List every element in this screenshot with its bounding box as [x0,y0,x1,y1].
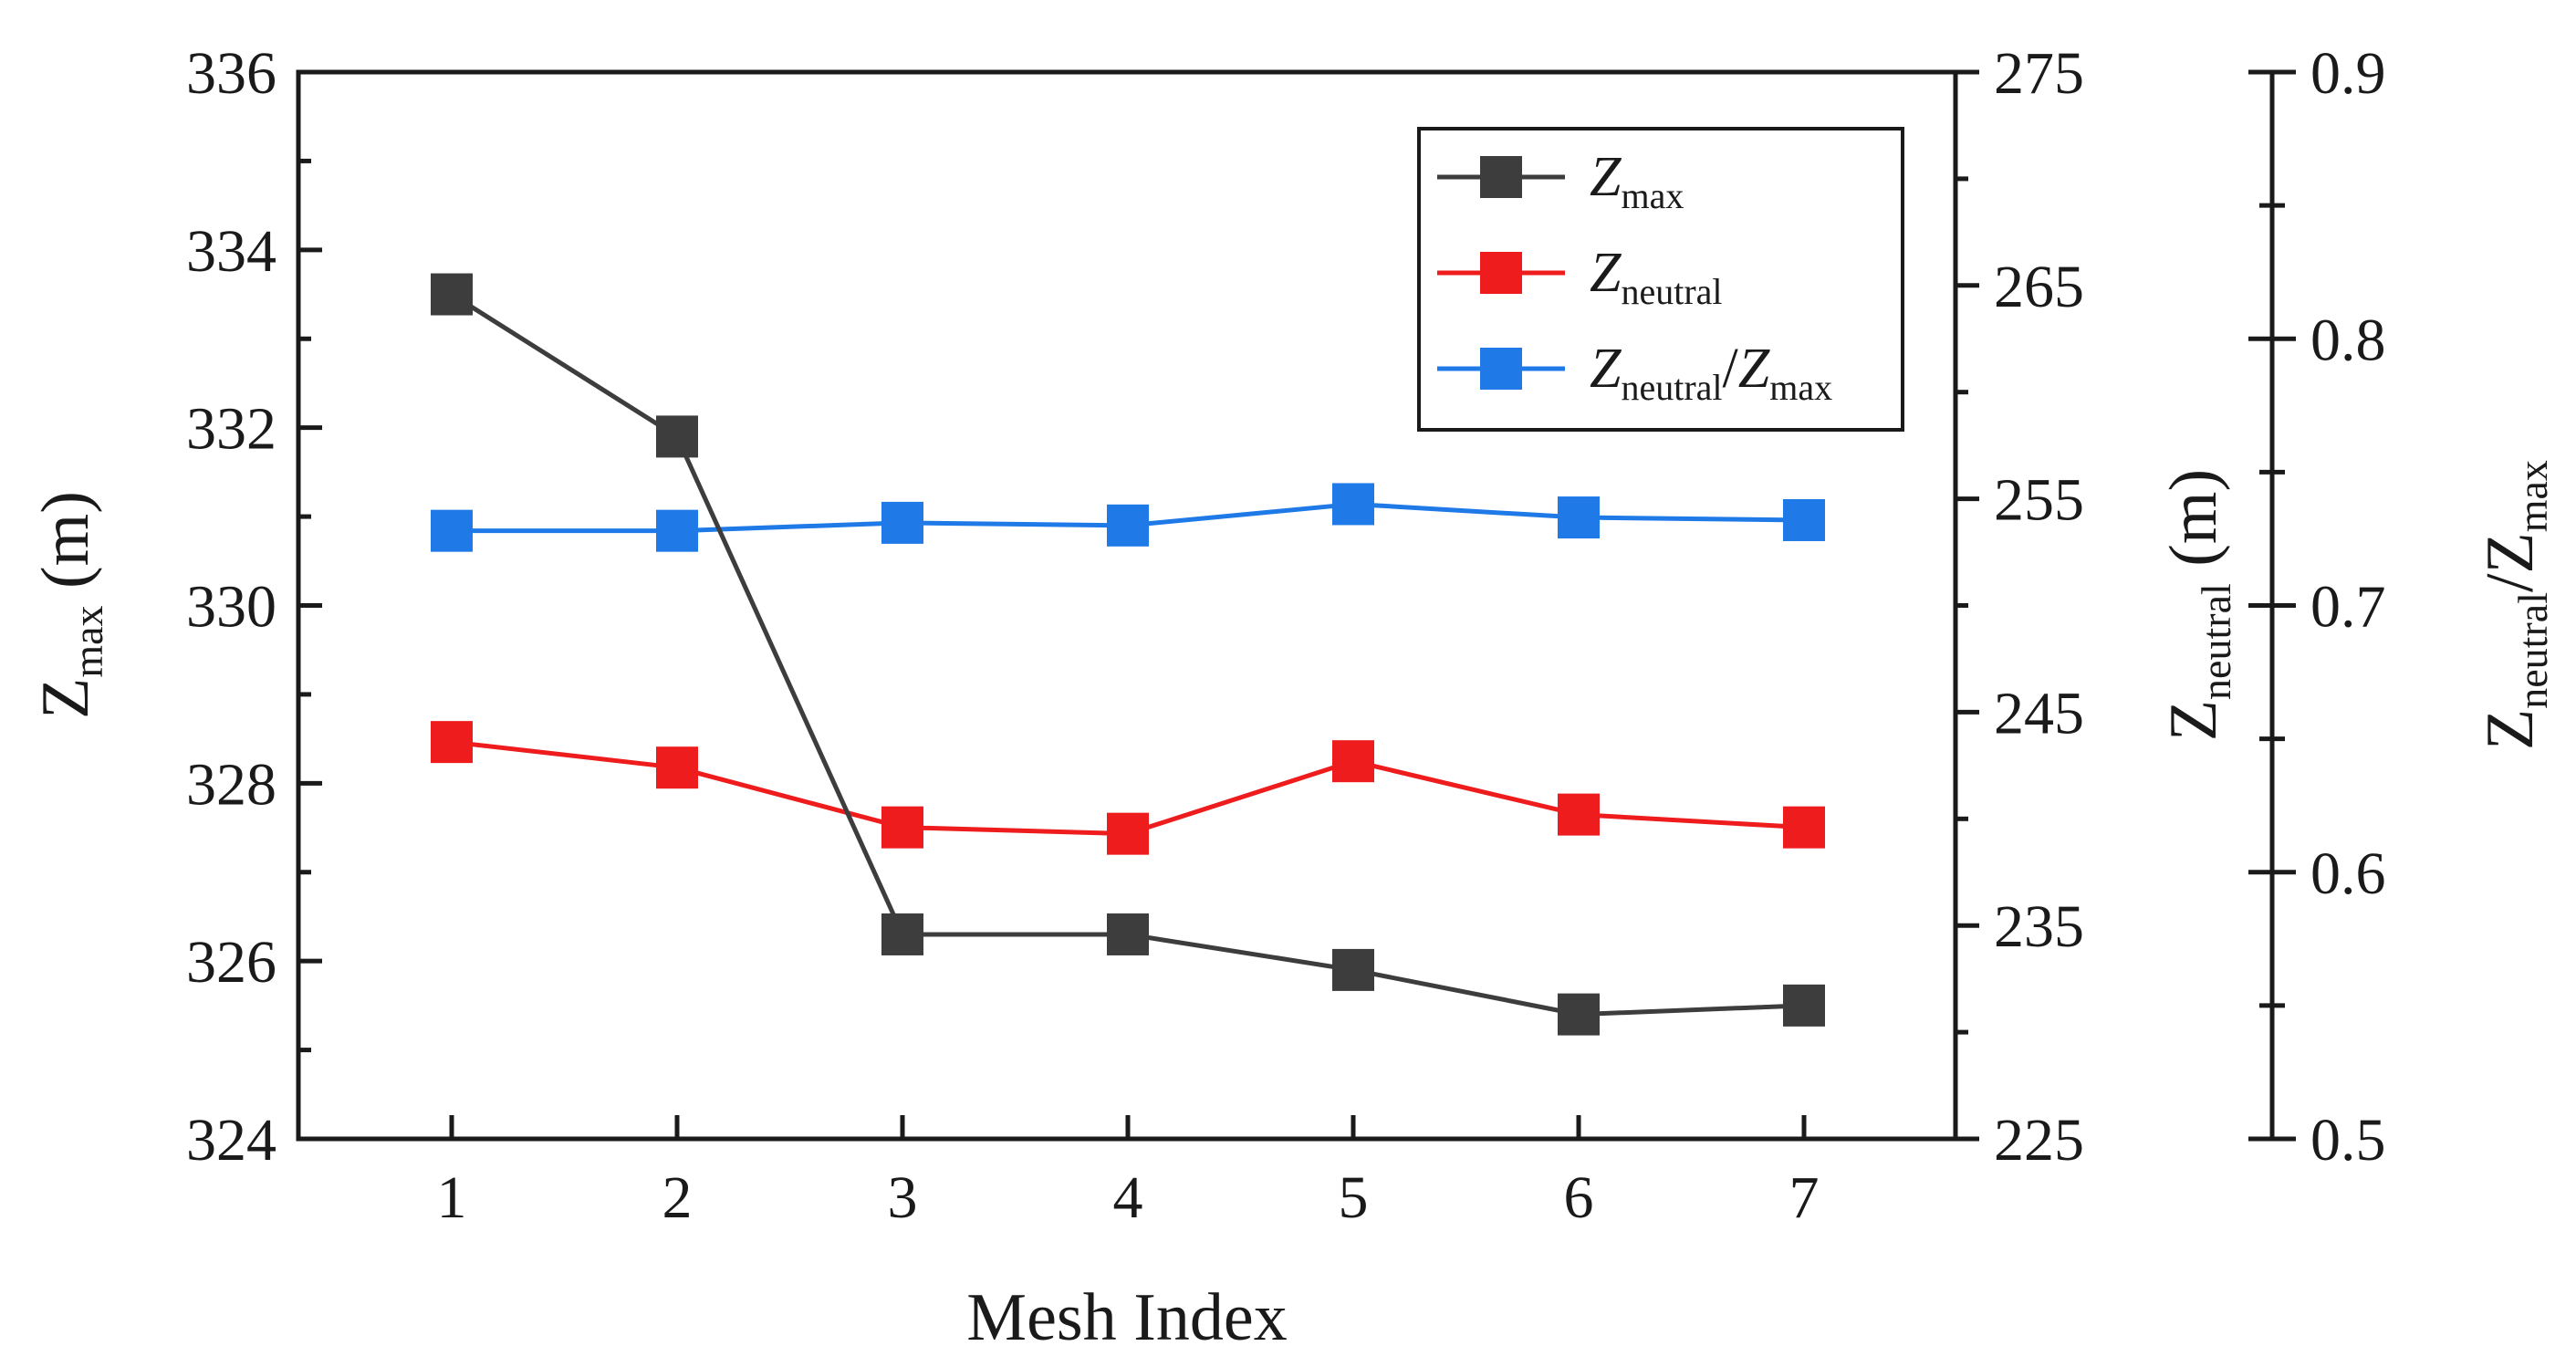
left-tick-label: 334 [186,218,276,285]
right2-axis-title-slash: / [2473,573,2548,592]
data-point-zmax [431,273,473,316]
data-point-zneutral-zmax [1332,483,1374,526]
right2-tick-label: 0.8 [2310,307,2386,373]
legend-item-ratio: Zneutral/Zmax [1437,338,1832,408]
x-tick-label: 5 [1339,1164,1369,1231]
right2-tick-label: 0.5 [2310,1107,2386,1174]
data-point-zmax [1558,993,1600,1036]
svg-text:Zmax: Zmax [1590,146,1684,216]
right2-axis-title-main1: Z [2473,709,2548,750]
svg-text:Zneutral: Zneutral [1590,242,1723,312]
legend-label-zmax-main: Z [1590,146,1622,208]
legend-marker-zmax [1480,156,1522,198]
data-point-zneutral [1558,793,1600,836]
series-layer [431,273,1825,1036]
right1-tick-label: 265 [1994,254,2084,320]
right2-axis: 0.5 0.6 0.7 0.8 0.9 [2248,40,2386,1174]
legend-label-ratio-main2: Z [1738,338,1770,400]
svg-text:Zneutral/Zmax: Zneutral/Zmax [1590,338,1832,408]
x-tick-label: 2 [662,1164,693,1231]
legend-label-ratio-slash: / [1723,338,1739,400]
x-tick-label: 7 [1789,1164,1820,1231]
svg-text:Zmax (m): Zmax (m) [28,491,111,719]
x-tick-label: 1 [437,1164,467,1231]
right1-axis-title-sub: neutral [2193,583,2239,700]
svg-text:Zneutral/Zmax: Zneutral/Zmax [2473,460,2556,750]
left-tick-label: 326 [186,929,276,996]
left-axis-title-unit: (m) [28,491,103,605]
right1-tick-label: 225 [1994,1107,2084,1174]
legend-label-zmax-sub: max [1621,175,1684,216]
data-point-zneutral [656,746,698,789]
right1-tick-label: 235 [1994,893,2084,960]
data-point-zneutral [431,721,473,764]
svg-text:Zneutral (m): Zneutral (m) [2156,469,2239,741]
legend-marker-zneutral [1480,252,1522,294]
right1-axis-title: Zneutral (m) [2156,469,2239,741]
left-tick-label: 324 [186,1107,276,1174]
data-point-zmax [1783,984,1825,1027]
x-tick-label: 4 [1113,1164,1143,1231]
right1-tick-label: 255 [1994,467,2084,534]
right2-tick-label: 0.7 [2310,574,2386,641]
right2-axis-title: Zneutral/Zmax [2473,460,2556,750]
right1-tick-label: 245 [1994,680,2084,746]
data-point-zneutral [1107,812,1149,855]
legend-label-ratio-main: Z [1590,338,1622,400]
x-axis-title: Mesh Index [966,1280,1287,1355]
left-tick-label: 332 [186,396,276,463]
legend-item-zmax: Zmax [1437,146,1684,216]
data-point-zneutral [1783,806,1825,849]
right2-tick-label: 0.9 [2310,40,2386,107]
right2-tick-label: 0.6 [2310,840,2386,907]
data-point-zmax [656,415,698,458]
legend-marker-ratio [1480,348,1522,390]
x-tick-label: 3 [888,1164,918,1231]
legend: Zmax Zneutral Zneutral/Zmax [1417,127,1904,432]
data-point-zneutral-zmax [881,501,923,544]
data-point-zneutral-zmax [656,509,698,552]
right1-axis-ticks: 225 235 245 255 265 275 [1955,40,2084,1174]
data-point-zmax [1107,913,1149,955]
x-tick-label: 6 [1564,1164,1594,1231]
data-point-zneutral [881,806,923,849]
left-axis-ticks: 324 326 328 330 332 334 336 [186,40,322,1174]
left-tick-label: 328 [186,751,276,818]
left-axis-title-main: Z [28,678,103,719]
right2-axis-title-sub1: neutral [2509,592,2556,709]
legend-label-ratio-sub2: max [1769,367,1832,408]
legend-label-ratio-sub: neutral [1621,367,1722,408]
left-tick-label: 330 [186,574,276,641]
data-point-zneutral-zmax [1783,498,1825,541]
right1-tick-label: 275 [1994,40,2084,107]
right2-axis-title-sub2: max [2509,460,2556,532]
data-point-zneutral-zmax [1558,496,1600,539]
left-axis-title: Zmax (m) [28,491,111,719]
right1-axis-title-main: Z [2156,700,2231,741]
legend-item-zneutral: Zneutral [1437,242,1723,312]
legend-label-zneutral-main: Z [1590,242,1622,304]
left-tick-label: 336 [186,40,276,107]
data-point-zneutral-zmax [431,509,473,552]
legend-label-zneutral-sub: neutral [1621,271,1722,312]
data-point-zneutral-zmax [1107,504,1149,547]
left-axis-title-sub: max [65,605,111,677]
right2-axis-title-main2: Z [2473,532,2548,573]
data-point-zmax [881,913,923,955]
data-point-zneutral [1332,740,1374,783]
right1-axis-title-unit: (m) [2156,469,2231,583]
bottom-axis-ticks: 1 2 3 4 5 6 7 [437,1115,1820,1231]
data-point-zmax [1332,948,1374,991]
